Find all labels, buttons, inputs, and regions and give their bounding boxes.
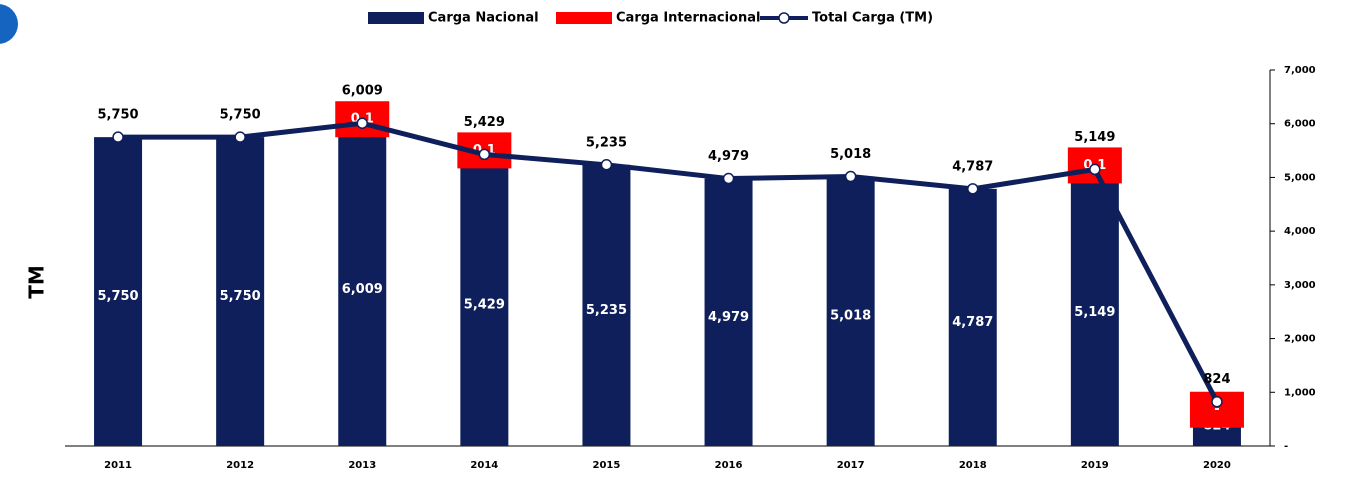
line-value-label: 4,979 xyxy=(708,149,749,164)
line-value-label: 5,429 xyxy=(464,115,505,130)
bar xyxy=(338,123,387,446)
line-marker xyxy=(1211,395,1223,408)
x-tick-label: 2020 xyxy=(1203,460,1231,471)
line-value-label: 5,750 xyxy=(97,108,138,123)
bar-value-label: 5,149 xyxy=(1074,305,1115,320)
line-marker xyxy=(1089,163,1101,176)
y-tick-label: 3,000 xyxy=(1284,280,1316,291)
y-tick-label: 7,000 xyxy=(1284,65,1316,76)
y-tick-label: 6,000 xyxy=(1284,119,1316,130)
decoration xyxy=(0,4,18,44)
line-marker xyxy=(967,183,979,195)
line-value-label: 5,235 xyxy=(586,135,627,150)
bar xyxy=(826,176,875,446)
line-marker xyxy=(478,148,491,161)
bar xyxy=(582,164,631,446)
line-value-label: 6,009 xyxy=(342,84,383,99)
legend-label: Carga Internacional xyxy=(616,11,760,26)
bar-value-label: 5,018 xyxy=(830,309,871,324)
y-tick-label: 5,000 xyxy=(1284,172,1316,183)
line-value-label: 824 xyxy=(1203,372,1230,387)
line-marker xyxy=(112,131,124,143)
x-tick-label: 2019 xyxy=(1081,460,1109,471)
bar-value-label: 4,979 xyxy=(708,310,749,325)
line-value-label: 5,018 xyxy=(830,147,871,162)
bar-value-label: 5,750 xyxy=(97,289,138,304)
line-value-label: 5,750 xyxy=(220,108,261,123)
line-marker xyxy=(722,172,735,185)
bar xyxy=(1070,169,1119,446)
y-axis-label: TM xyxy=(25,265,49,299)
legend-swatch xyxy=(368,12,424,24)
line-marker xyxy=(844,170,857,183)
bar xyxy=(948,188,997,446)
bar-value-label: 5,750 xyxy=(220,289,261,304)
line-marker xyxy=(234,131,246,143)
y-tick-label: - xyxy=(1284,441,1288,452)
legend-marker xyxy=(778,12,790,24)
x-tick-label: 2016 xyxy=(715,460,743,471)
legend-swatch xyxy=(556,12,612,24)
bar xyxy=(460,154,509,447)
bar xyxy=(216,137,265,446)
x-tick-label: 2018 xyxy=(959,460,987,471)
bar xyxy=(704,178,753,446)
total-line xyxy=(118,120,1220,403)
y-tick-label: 1,000 xyxy=(1284,387,1316,398)
x-tick-label: 2013 xyxy=(348,460,376,471)
y-tick-label: 4,000 xyxy=(1284,226,1316,237)
bar-value-label: 5,429 xyxy=(464,298,505,313)
bar-value-label: 4,787 xyxy=(952,315,993,330)
line-value-label: 4,787 xyxy=(952,159,993,174)
line-marker xyxy=(600,159,613,171)
legend-label: Carga Nacional xyxy=(428,11,539,26)
y-tick-label: 2,000 xyxy=(1284,334,1316,345)
bar xyxy=(94,137,143,446)
bar-value-label: 5,235 xyxy=(586,303,627,318)
line-value-label: 5,149 xyxy=(1074,130,1115,145)
x-tick-label: 2011 xyxy=(104,460,132,471)
x-tick-label: 2014 xyxy=(470,460,498,471)
x-tick-label: 2012 xyxy=(226,460,254,471)
line-marker xyxy=(356,117,368,129)
bar-value-label: 6,009 xyxy=(342,282,383,297)
legend-label: Total Carga (TM) xyxy=(812,11,933,26)
x-tick-label: 2017 xyxy=(837,460,865,471)
international-label: - xyxy=(1214,402,1219,417)
x-tick-label: 2015 xyxy=(593,460,621,471)
